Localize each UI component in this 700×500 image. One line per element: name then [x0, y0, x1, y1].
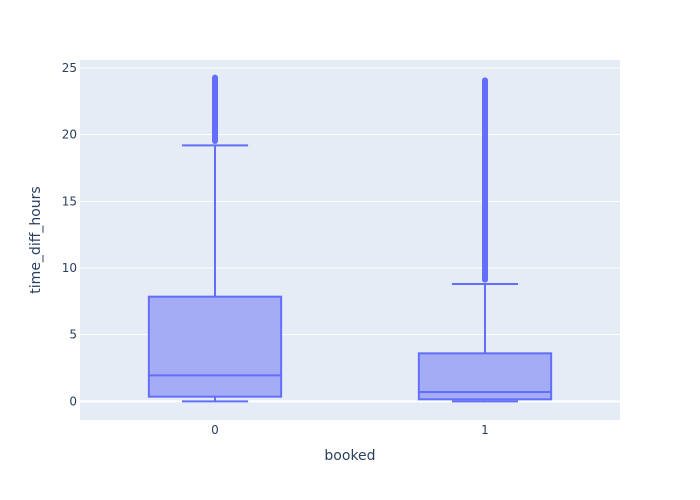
outlier-points [482, 77, 488, 283]
y-tick-label: 5 [69, 328, 77, 342]
box-body [147, 295, 283, 398]
boxes [147, 74, 553, 403]
y-axis-title: time_diff_hours [28, 186, 44, 293]
y-tick-label: 20 [62, 128, 77, 142]
box-group [417, 77, 553, 403]
y-tick-label: 10 [62, 261, 77, 275]
y-tick-label: 15 [62, 194, 77, 208]
y-tick-label: 25 [62, 61, 77, 75]
y-tick-labels: 0 5 10 15 20 25 [62, 61, 77, 408]
x-axis-title: booked [324, 448, 375, 464]
y-tick-label: 0 [69, 394, 77, 408]
x-tick-label: 0 [211, 423, 219, 437]
outlier-points [212, 74, 218, 144]
box-group [147, 74, 283, 403]
x-tick-label: 1 [481, 423, 489, 437]
